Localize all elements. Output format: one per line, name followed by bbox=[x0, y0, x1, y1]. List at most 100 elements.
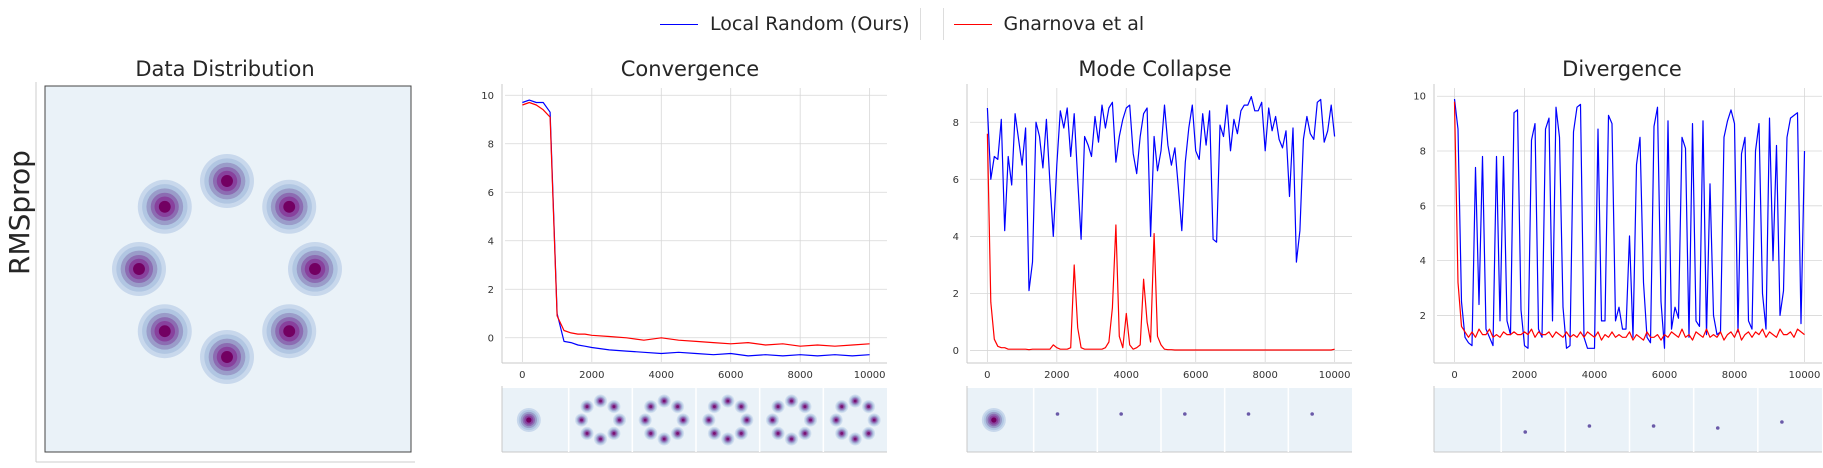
line-ours bbox=[522, 99, 870, 357]
snapshot-5-dot bbox=[1780, 420, 1784, 424]
mode-4-ring-5 bbox=[221, 351, 233, 363]
mode-5-ring-5 bbox=[158, 325, 171, 338]
snapshot-2-dot bbox=[1119, 412, 1123, 416]
xtick-label-5: 10000 bbox=[1319, 370, 1351, 381]
xtick-label-1: 2000 bbox=[1044, 370, 1069, 381]
legend-label-ours: Local Random (Ours) bbox=[710, 13, 910, 35]
snapshot-1-mode-5-ring-5 bbox=[585, 432, 589, 435]
snapshot-2-mode-4-ring-5 bbox=[662, 437, 666, 441]
density-modes bbox=[112, 154, 342, 384]
snapshot-3-mode-4-ring-5 bbox=[726, 437, 730, 441]
snapshot-4-mode-0-ring-5 bbox=[790, 399, 793, 403]
xtick-label-4: 8000 bbox=[1722, 370, 1747, 381]
snapshot-5-mode-0-ring-5 bbox=[853, 399, 857, 403]
xtick-label-0: 0 bbox=[519, 370, 525, 381]
snapshot-0-blob-ring-5 bbox=[526, 417, 532, 423]
snapshot-5-mode-1-ring-5 bbox=[867, 405, 871, 408]
snapshot-5-mode-5-ring-5 bbox=[840, 432, 844, 435]
plot-mode-collapse: 0 2000 4000 6000 8000 10000 0 2 4 6 8 bbox=[953, 84, 1352, 381]
xtick-label-0: 0 bbox=[1451, 370, 1457, 381]
snapshot-strip bbox=[502, 388, 887, 452]
snapshot-1-mode-4-ring-5 bbox=[599, 437, 602, 441]
ytick-label-0: 2 bbox=[1420, 311, 1426, 322]
snapshot-1-mode-1-ring-5 bbox=[612, 405, 616, 408]
xtick-label-1: 2000 bbox=[579, 370, 604, 381]
snapshot-4-mode-3-ring-5 bbox=[803, 432, 807, 435]
snapshot-3-mode-6-ring-5 bbox=[707, 418, 711, 422]
line-ours bbox=[1453, 98, 1806, 349]
mode-2-ring-5 bbox=[309, 263, 321, 275]
snapshot-1-mode-0-ring-5 bbox=[599, 399, 602, 403]
snapshot-2-mode-0-ring-5 bbox=[662, 399, 666, 403]
xtick-label-3: 6000 bbox=[718, 370, 743, 381]
snapshot-5-mode-4-ring-5 bbox=[853, 437, 857, 441]
mode-3-ring-5 bbox=[283, 325, 296, 338]
snapshot-4-mode-5-ring-5 bbox=[776, 432, 780, 435]
ytick-label-2: 4 bbox=[488, 236, 494, 247]
snapshot-2-mode-3-ring-5 bbox=[676, 432, 680, 435]
legend-item-ours: Local Random (Ours) bbox=[660, 13, 910, 35]
panel-mode-collapse: Mode Collapse 0 2000 4000 6000 8000 10000 0 2 4 6… bbox=[953, 57, 1352, 453]
snapshot-3-mode-7-ring-5 bbox=[712, 405, 716, 408]
ytick-label-3: 6 bbox=[953, 175, 959, 186]
ytick-label-3: 8 bbox=[1420, 147, 1426, 158]
mode-6-ring-5 bbox=[133, 263, 145, 275]
legend-line-blue bbox=[660, 23, 698, 25]
xtick-label-2: 4000 bbox=[649, 370, 674, 381]
panel-data-distribution: Data Distribution bbox=[35, 57, 415, 463]
snapshot-2-mode-6-ring-5 bbox=[643, 418, 647, 422]
ytick-label-4: 8 bbox=[953, 118, 959, 129]
xtick-label-4: 8000 bbox=[1252, 370, 1277, 381]
title-data-distribution: Data Distribution bbox=[135, 57, 314, 81]
xtick-label-1: 2000 bbox=[1512, 370, 1537, 381]
xtick-label-5: 10000 bbox=[854, 370, 886, 381]
snapshot-0-blob-ring-5 bbox=[991, 417, 997, 423]
snapshot-2-mode-1-ring-5 bbox=[676, 405, 680, 408]
snapshot-4-mode-7-ring-5 bbox=[776, 405, 780, 408]
legend-item-baseline: Gnarnova et al bbox=[953, 13, 1145, 35]
snapshot-2-mode-2-ring-5 bbox=[681, 418, 685, 422]
line-baseline bbox=[1453, 101, 1805, 341]
snapshot-5-mode-6-ring-5 bbox=[834, 418, 838, 422]
snapshot-5-dot bbox=[1310, 412, 1314, 416]
legend-separator bbox=[919, 8, 944, 40]
snapshots-divergence bbox=[1433, 386, 1822, 453]
snapshots-convergence bbox=[501, 386, 887, 453]
snapshot-3-dot bbox=[1183, 412, 1187, 416]
snapshot-3-mode-0-ring-5 bbox=[726, 399, 730, 403]
xtick-label-5: 10000 bbox=[1789, 370, 1821, 381]
snapshot-5-mode-3-ring-5 bbox=[867, 432, 871, 435]
snapshot-3-dot bbox=[1651, 424, 1656, 428]
snapshot-4-dot bbox=[1246, 412, 1251, 416]
snapshots-mode-collapse bbox=[966, 386, 1352, 453]
xtick-label-3: 6000 bbox=[1183, 370, 1208, 381]
density-panel bbox=[44, 85, 412, 453]
snapshot-1-mode-7-ring-5 bbox=[585, 405, 589, 408]
title-convergence: Convergence bbox=[621, 57, 759, 81]
snapshot-4-mode-6-ring-5 bbox=[771, 418, 774, 422]
snapshot-strip bbox=[967, 388, 1352, 452]
title-divergence: Divergence bbox=[1562, 57, 1682, 81]
ytick-label-1: 2 bbox=[953, 289, 959, 300]
mode-1-ring-5 bbox=[283, 200, 296, 213]
snapshot-4-dot bbox=[1715, 426, 1720, 430]
snapshot-5-mode-7-ring-5 bbox=[840, 405, 844, 408]
ytick-label-0: 0 bbox=[488, 333, 494, 344]
legend-line-red bbox=[953, 23, 992, 25]
snapshot-3-mode-1-ring-5 bbox=[739, 405, 743, 408]
xtick-label-0: 0 bbox=[984, 370, 990, 381]
line-baseline bbox=[986, 133, 1335, 351]
snapshot-3-mode-2-ring-5 bbox=[745, 418, 749, 422]
snapshot-5-mode-2-ring-5 bbox=[872, 418, 876, 422]
ytick-label-4: 10 bbox=[1413, 92, 1426, 103]
legend-label-baseline: Gnarnova et al bbox=[1003, 13, 1145, 35]
snapshot-strip bbox=[1434, 388, 1822, 452]
xtick-label-3: 6000 bbox=[1652, 370, 1677, 381]
snapshot-4-mode-4-ring-5 bbox=[790, 437, 793, 441]
snapshot-1-dot bbox=[1523, 430, 1528, 434]
ytick-label-4: 8 bbox=[488, 139, 494, 150]
snapshot-1-mode-3-ring-5 bbox=[612, 432, 616, 435]
xtick-label-2: 4000 bbox=[1582, 370, 1607, 381]
plot-convergence: 0 2000 4000 6000 8000 10000 0 2 4 6 8 10 bbox=[481, 84, 887, 381]
